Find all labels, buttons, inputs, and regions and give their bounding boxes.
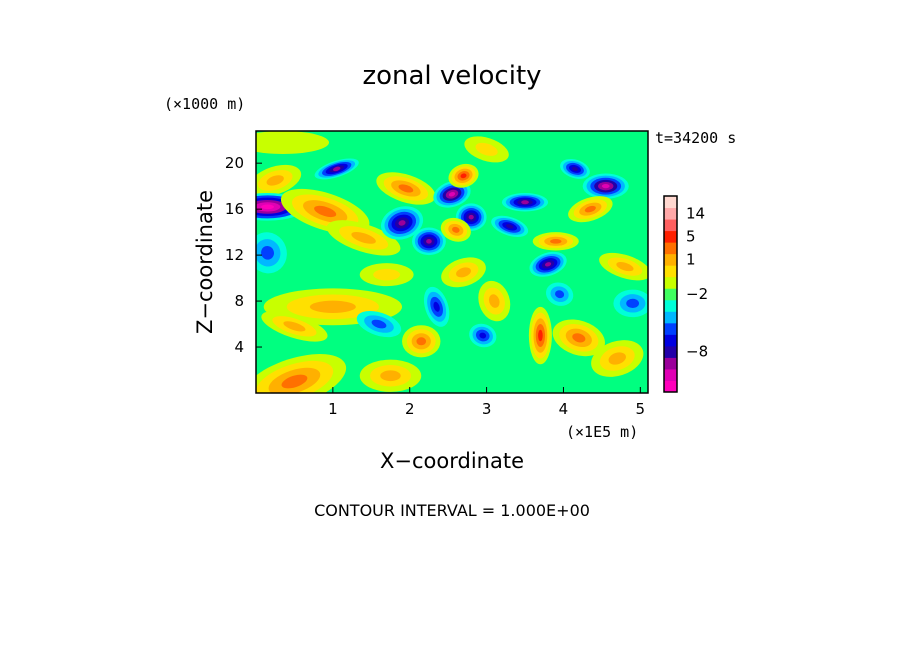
colorbar-segment bbox=[664, 276, 677, 289]
velocity-contour bbox=[256, 131, 330, 154]
velocity-contour bbox=[475, 142, 498, 156]
velocity-contour bbox=[426, 239, 432, 244]
velocity-contour bbox=[332, 166, 341, 172]
velocity-contour bbox=[380, 370, 401, 382]
x-unit-label: (×1E5 m) bbox=[566, 423, 638, 441]
velocity-contour bbox=[488, 294, 500, 308]
y-axis-label: Z−coordinate bbox=[193, 190, 217, 334]
x-tick-label: 3 bbox=[482, 400, 492, 418]
velocity-contour bbox=[351, 231, 376, 244]
chart-title: zonal velocity bbox=[362, 61, 541, 91]
colorbar-segment bbox=[664, 196, 677, 209]
velocity-contour bbox=[283, 321, 306, 332]
velocity-contour bbox=[601, 184, 610, 189]
colorbar-label: 5 bbox=[686, 227, 696, 245]
colorbar-label: 1 bbox=[686, 250, 696, 268]
colorbar-segment bbox=[664, 265, 677, 278]
velocity-contour bbox=[456, 267, 471, 278]
colorbar-segment bbox=[664, 311, 677, 324]
velocity-contour bbox=[479, 332, 487, 339]
velocity-contour bbox=[371, 319, 387, 329]
velocity-contour bbox=[266, 175, 284, 186]
colorbar bbox=[663, 195, 678, 393]
velocity-contour bbox=[608, 352, 626, 365]
colorbar-segment bbox=[664, 357, 677, 370]
velocity-contour bbox=[309, 300, 356, 313]
colorbar-segment bbox=[664, 230, 677, 243]
velocity-contour bbox=[281, 374, 308, 389]
plot-frame bbox=[255, 130, 649, 394]
velocity-contour bbox=[261, 204, 274, 210]
velocity-contour bbox=[373, 268, 401, 281]
colorbar-segment bbox=[664, 207, 677, 220]
colorbar-segment bbox=[664, 253, 677, 266]
velocity-contour bbox=[616, 262, 634, 272]
velocity-field bbox=[256, 131, 648, 393]
velocity-contour bbox=[314, 205, 337, 218]
velocity-contour bbox=[572, 333, 586, 343]
velocity-contour bbox=[416, 337, 427, 346]
y-tick-label: 20 bbox=[225, 154, 244, 172]
velocity-contour bbox=[538, 329, 543, 342]
colorbar-label: −8 bbox=[686, 343, 708, 361]
colorbar-label: −2 bbox=[686, 285, 708, 303]
velocity-contour bbox=[452, 226, 460, 233]
velocity-contour bbox=[448, 191, 456, 197]
x-axis: 1 2 3 4 5 bbox=[328, 387, 645, 418]
x-tick-label: 4 bbox=[559, 400, 569, 418]
colorbar-segment bbox=[664, 242, 677, 255]
colorbar-segment bbox=[664, 380, 677, 393]
y-axis: 4 8 12 16 20 bbox=[225, 154, 262, 356]
velocity-contour bbox=[544, 262, 552, 267]
velocity-contour bbox=[468, 214, 474, 220]
velocity-contour bbox=[521, 200, 529, 205]
velocity-contour bbox=[550, 239, 562, 244]
colorbar-segment bbox=[664, 334, 677, 347]
velocity-contour bbox=[626, 298, 640, 308]
y-tick-label: 16 bbox=[225, 200, 244, 218]
y-tick-label: 4 bbox=[234, 338, 244, 356]
x-tick-label: 2 bbox=[405, 400, 415, 418]
velocity-contour bbox=[398, 184, 414, 193]
contour-interval-footer: CONTOUR INTERVAL = 1.000E+00 bbox=[314, 501, 590, 520]
velocity-contour bbox=[398, 220, 406, 226]
velocity-contour bbox=[584, 205, 596, 213]
y-tick-label: 8 bbox=[234, 292, 244, 310]
velocity-contour bbox=[555, 290, 565, 299]
time-label: t=34200 s bbox=[655, 129, 736, 147]
colorbar-segment bbox=[664, 368, 677, 381]
colorbar-segment bbox=[664, 299, 677, 312]
colorbar-labels: 14 5 1 −2 −8 bbox=[686, 204, 708, 360]
velocity-contour bbox=[460, 173, 467, 179]
colorbar-frame bbox=[663, 195, 678, 393]
x-tick-label: 1 bbox=[328, 400, 338, 418]
colorbar-segment bbox=[664, 219, 677, 232]
velocity-contour bbox=[571, 166, 578, 172]
plot-area bbox=[255, 130, 649, 394]
colorbar-label: 14 bbox=[686, 204, 705, 222]
colorbar-segment bbox=[664, 288, 677, 301]
y-tick-label: 12 bbox=[225, 246, 244, 264]
colorbar-segment bbox=[664, 345, 677, 358]
x-tick-label: 5 bbox=[636, 400, 646, 418]
x-axis-label: X−coordinate bbox=[380, 449, 524, 473]
velocity-contour bbox=[261, 245, 274, 260]
velocity-contour bbox=[433, 301, 440, 312]
colorbar-segment bbox=[664, 322, 677, 335]
velocity-contour bbox=[505, 224, 514, 229]
y-unit-label: (×1000 m) bbox=[164, 95, 245, 113]
